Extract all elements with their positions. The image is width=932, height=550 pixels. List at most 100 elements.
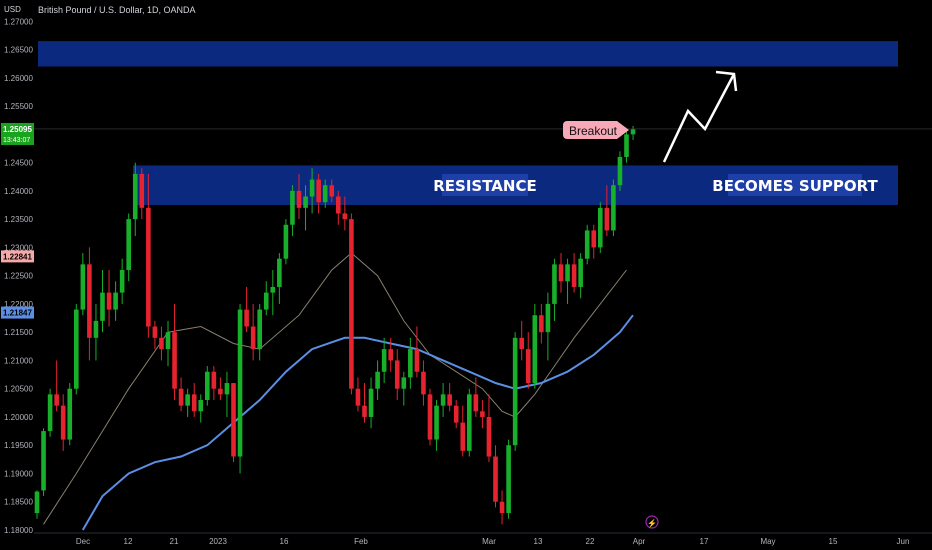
candle-body	[224, 383, 230, 395]
candle-body	[630, 129, 636, 135]
time-tick-label: Dec	[76, 537, 90, 546]
time-tick-label: 21	[170, 537, 179, 546]
candle	[519, 320, 524, 361]
candle-body	[205, 371, 210, 400]
candle	[303, 185, 308, 231]
time-tick-label: Apr	[633, 537, 646, 546]
candle	[152, 320, 158, 350]
candle-body	[460, 422, 466, 451]
candle	[598, 202, 603, 254]
ma-slow-line	[81, 314, 634, 531]
candle	[421, 360, 426, 406]
candle	[434, 400, 439, 451]
candle-body	[296, 190, 302, 208]
candle-body	[617, 156, 623, 186]
candle	[414, 326, 420, 378]
candle	[263, 281, 269, 316]
annotations-layer: RESISTANCE BECOMES SUPPORT Breakout ⚡	[34, 70, 932, 529]
price-tick-label: 1.26000	[4, 74, 33, 83]
candle-body	[191, 394, 197, 412]
candle	[80, 253, 86, 316]
candle-body	[552, 264, 557, 304]
candle-body	[100, 292, 105, 321]
price-badge-countdown: 13:43:07	[3, 137, 30, 144]
candle	[506, 439, 511, 519]
candle-body	[80, 264, 86, 310]
candle-body	[159, 337, 164, 350]
candle-body	[329, 185, 335, 197]
candle-body	[493, 456, 498, 502]
candle-body	[185, 394, 190, 406]
candle-body	[309, 179, 315, 197]
lightning-glyph: ⚡	[647, 518, 657, 528]
candle-body	[113, 292, 118, 310]
candle-body	[434, 405, 439, 440]
price-tick-label: 1.20000	[4, 413, 33, 422]
zone-upper	[38, 41, 898, 67]
candle-body	[322, 185, 328, 203]
candle	[106, 270, 112, 327]
candle-body	[165, 332, 171, 350]
time-tick-label: Feb	[354, 537, 368, 546]
candle-body	[316, 179, 321, 203]
candle-body	[362, 405, 367, 417]
ma-slow-badge-bg	[1, 306, 34, 319]
candle	[237, 303, 243, 474]
candle	[231, 383, 236, 463]
candle-body	[611, 185, 616, 231]
candle	[244, 286, 249, 333]
time-tick-label: 16	[280, 537, 289, 546]
price-tick-label: 1.22500	[4, 272, 33, 281]
candle	[198, 394, 204, 423]
candle	[381, 337, 387, 384]
candle-body	[578, 258, 583, 287]
candle-body	[571, 264, 577, 287]
time-tick-label: Jun	[897, 537, 910, 546]
moving-averages-layer	[43, 252, 634, 531]
candle-body	[74, 309, 79, 389]
ma-fast-line	[43, 252, 627, 525]
candle	[480, 400, 485, 429]
symbol-title: British Pound / U.S. Dollar, 1D, OANDA	[38, 5, 196, 15]
candle	[178, 377, 184, 412]
candle-body	[342, 213, 348, 220]
candle-body	[146, 207, 151, 327]
time-tick-label: 13	[534, 537, 543, 546]
candle	[139, 168, 145, 220]
candle-body	[198, 400, 204, 412]
ma-fast-badge-bg	[1, 250, 34, 263]
candle	[362, 383, 367, 423]
candle	[250, 303, 256, 361]
candle	[41, 428, 46, 497]
candle-body	[336, 196, 341, 214]
candle-body	[237, 309, 243, 457]
candle-body	[172, 332, 177, 389]
candle-body	[119, 270, 125, 293]
candle-body	[250, 326, 256, 350]
candle	[401, 371, 407, 406]
time-tick-label: 17	[700, 537, 709, 546]
candle-body	[506, 445, 511, 514]
candle-body	[480, 411, 485, 417]
candle-body	[231, 383, 236, 457]
candle	[440, 383, 446, 417]
price-tick-label: 1.27000	[4, 17, 33, 26]
breakout-callout-bg	[563, 121, 629, 139]
candle	[342, 196, 348, 231]
candle	[591, 224, 597, 259]
candle	[499, 490, 505, 525]
price-tick-label: 1.25500	[4, 102, 33, 111]
price-axis: 1.27000 1.26500 1.26000 1.25500 1.24500 1.240…	[1, 17, 34, 535]
time-tick-label: May	[760, 537, 775, 546]
candle	[453, 400, 459, 429]
candle-body	[368, 388, 374, 417]
candle	[394, 349, 400, 400]
candle-body	[41, 431, 46, 491]
candle-body	[453, 405, 459, 423]
candle-body	[604, 207, 610, 231]
candle-body	[106, 292, 112, 310]
candle-body	[414, 349, 420, 372]
candle-body	[539, 315, 544, 333]
candle-body	[591, 230, 597, 248]
